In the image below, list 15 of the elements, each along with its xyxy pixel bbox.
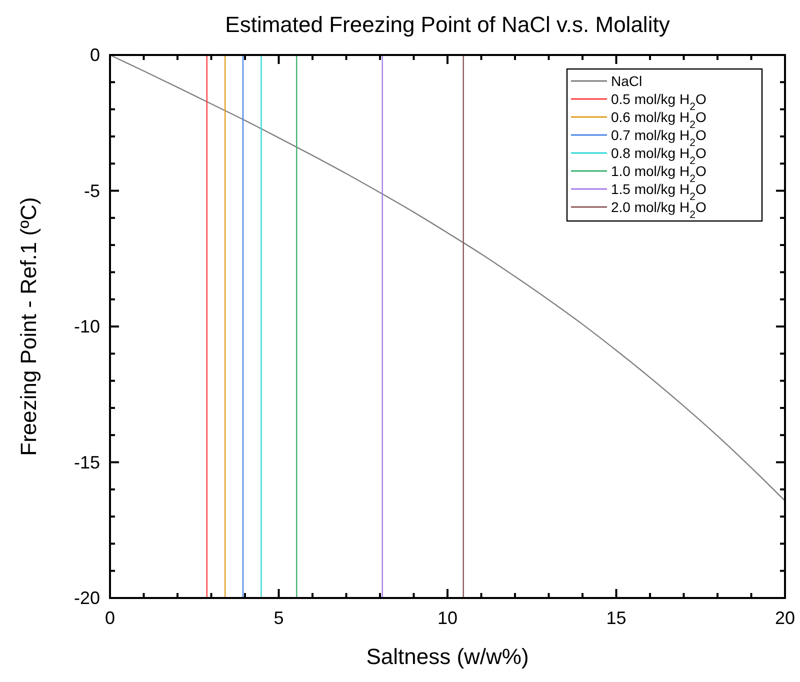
y-tick-label: -15 <box>74 452 100 472</box>
y-axis-title: Freezing Point - Ref.1 (ºC) <box>16 197 41 456</box>
y-tick-label: 0 <box>90 45 100 65</box>
x-tick-label: 0 <box>104 608 116 628</box>
x-tick-label: 20 <box>774 608 796 628</box>
y-tick-label: -10 <box>74 316 100 336</box>
x-axis-title: Saltness (w/w%) <box>366 644 529 669</box>
y-tick-label: -20 <box>74 588 100 608</box>
x-tick-label: 5 <box>274 608 284 628</box>
chart-title: Estimated Freezing Point of NaCl v.s. Molality <box>225 12 670 37</box>
x-tick-label: 10 <box>437 608 458 628</box>
line-series <box>109 54 786 502</box>
x-tick-label: 15 <box>606 608 626 628</box>
y-tick-label: -5 <box>84 180 100 201</box>
legend-label: NaCl <box>611 73 642 89</box>
